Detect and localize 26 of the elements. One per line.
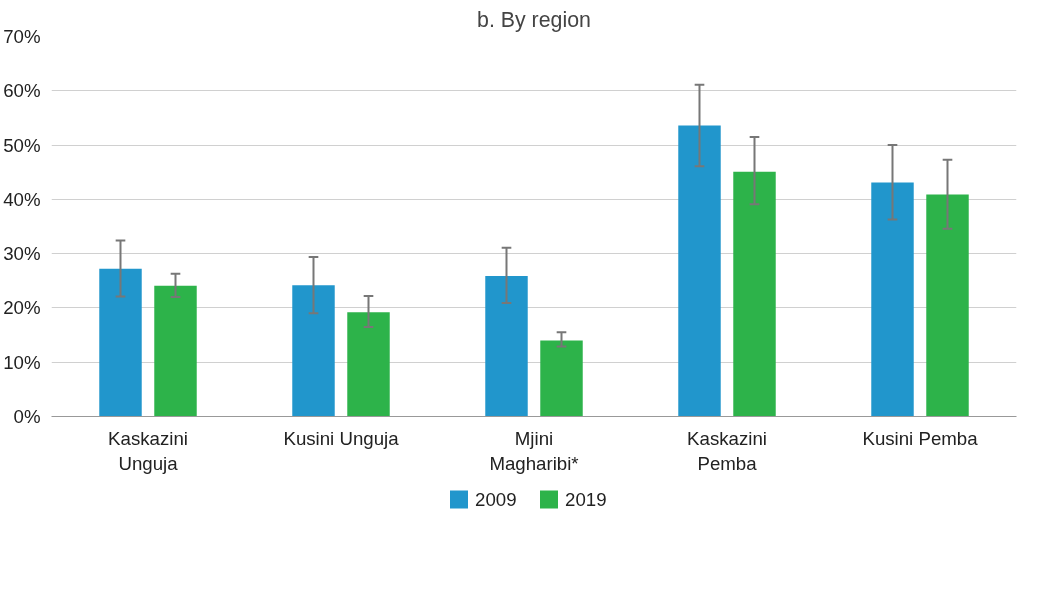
bar — [926, 194, 969, 417]
chart-title: b. By region — [477, 7, 591, 32]
x-tick-label: Kusini Pemba — [862, 427, 979, 449]
x-tick-label: Kusini Unguja — [283, 427, 400, 449]
bar — [871, 182, 914, 417]
y-tick-label: 50% — [3, 134, 41, 156]
y-tick-label: 60% — [3, 80, 41, 102]
x-tick-label: Mjini Magharibi* — [489, 427, 579, 474]
bar — [733, 171, 776, 417]
bar — [540, 340, 583, 417]
bar — [99, 268, 142, 417]
y-tick-label: 20% — [3, 297, 41, 319]
x-tick-label: Kaskazini Pemba — [687, 427, 767, 474]
bar — [292, 285, 335, 417]
bar — [678, 125, 721, 417]
y-tick-label: 10% — [3, 351, 41, 373]
bar — [485, 275, 528, 417]
legend-label: 2019 — [565, 489, 607, 510]
y-tick-label: 0% — [13, 406, 41, 427]
y-tick-label: 40% — [3, 188, 41, 210]
bar — [347, 312, 390, 417]
y-tick-label: 70% — [3, 26, 41, 47]
x-tick-label: Kaskazini Unguja — [108, 427, 188, 474]
bar — [154, 285, 197, 417]
y-tick-label: 30% — [3, 243, 41, 265]
legend-label: 2009 — [475, 489, 517, 510]
